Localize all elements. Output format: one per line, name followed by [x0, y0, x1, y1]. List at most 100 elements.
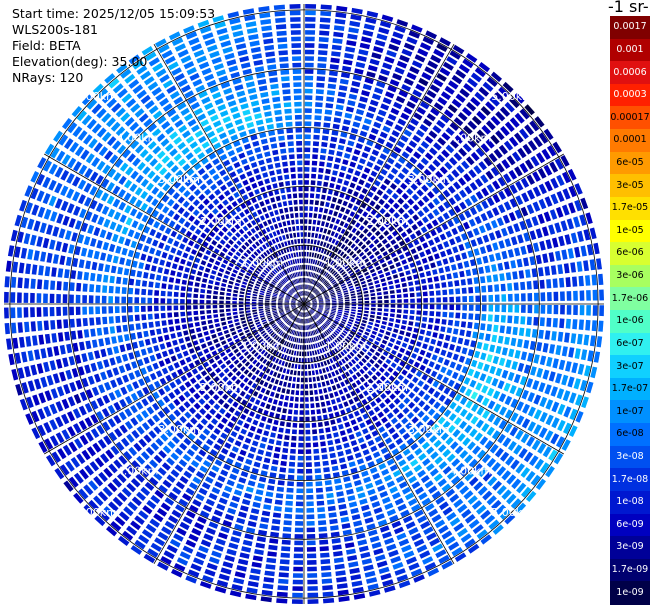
range-bin — [283, 381, 287, 387]
range-bin — [306, 291, 309, 296]
range-bin — [186, 261, 192, 267]
range-bin — [403, 299, 409, 303]
range-bin — [565, 361, 572, 372]
range-bin — [381, 321, 387, 325]
range-bin — [465, 400, 473, 409]
range-bin — [493, 91, 505, 102]
range-bin — [369, 358, 375, 365]
range-bin — [197, 213, 205, 221]
range-bin — [154, 297, 159, 304]
range-bin — [542, 253, 549, 264]
range-bin — [436, 428, 444, 437]
range-bin — [464, 210, 472, 219]
range-bin — [203, 393, 210, 401]
range-bin — [251, 299, 257, 302]
range-bin — [205, 336, 211, 341]
range-bin — [550, 177, 559, 189]
range-bin — [94, 373, 101, 383]
range-bin — [357, 136, 366, 144]
range-bin — [440, 250, 447, 258]
range-bin — [226, 204, 233, 211]
range-bin — [514, 166, 523, 177]
range-bin — [265, 344, 270, 350]
range-bin — [318, 298, 323, 300]
range-bin — [246, 289, 252, 293]
range-bin — [304, 101, 313, 107]
range-bin — [253, 272, 259, 277]
range-bin — [397, 118, 407, 126]
range-bin — [219, 351, 226, 357]
range-bin — [258, 422, 265, 428]
range-bin — [510, 398, 519, 409]
range-bin — [314, 468, 321, 474]
range-bin — [358, 361, 364, 367]
range-bin — [417, 210, 425, 218]
range-bin — [382, 531, 392, 539]
range-bin — [236, 325, 242, 330]
range-bin — [145, 446, 155, 456]
range-bin — [107, 136, 117, 146]
range-bin — [369, 314, 375, 319]
range-bin — [275, 327, 280, 332]
range-bin — [259, 310, 264, 314]
range-bin — [359, 385, 365, 391]
range-bin — [351, 227, 357, 234]
range-bin — [396, 412, 404, 420]
range-bin — [231, 345, 237, 350]
range-bin — [377, 359, 383, 365]
range-bin — [312, 306, 317, 309]
range-bin — [370, 307, 376, 311]
range-bin — [589, 259, 596, 271]
range-bin — [152, 145, 162, 155]
range-bin — [513, 92, 525, 104]
range-bin — [447, 319, 454, 326]
range-bin — [202, 254, 209, 261]
range-bin — [162, 445, 172, 454]
range-bin — [351, 382, 357, 389]
range-bin — [304, 332, 306, 337]
range-bin — [157, 179, 166, 188]
range-bin — [72, 126, 83, 138]
range-bin — [377, 300, 383, 304]
range-bin — [585, 319, 591, 331]
range-bin — [555, 373, 562, 384]
range-bin — [174, 447, 184, 456]
range-bin — [290, 343, 294, 348]
range-bin — [525, 218, 533, 229]
range-bin — [362, 334, 368, 340]
range-bin — [194, 228, 202, 235]
range-bin — [124, 179, 133, 189]
range-bin — [517, 147, 527, 159]
range-bin — [323, 271, 327, 276]
range-bin — [164, 171, 172, 180]
range-bin — [307, 592, 319, 598]
range-bin — [141, 280, 148, 287]
range-bin — [292, 323, 296, 328]
range-bin — [239, 449, 247, 456]
range-bin — [277, 480, 285, 486]
range-bin — [91, 103, 102, 115]
range-bin — [483, 157, 493, 167]
range-bin — [395, 319, 401, 324]
range-bin — [186, 371, 193, 379]
range-bin — [473, 165, 482, 175]
range-bin — [121, 247, 128, 256]
range-bin — [289, 396, 294, 402]
range-bin — [278, 400, 283, 406]
range-bin — [327, 372, 332, 379]
range-bin — [489, 443, 499, 454]
range-bin — [263, 457, 271, 464]
range-bin — [323, 122, 331, 128]
range-bin — [124, 363, 132, 372]
range-bin — [334, 348, 339, 353]
range-bin — [330, 294, 336, 297]
range-bin — [426, 446, 435, 455]
range-bin — [313, 266, 316, 271]
range-bin — [284, 334, 289, 339]
range-bin — [383, 371, 390, 378]
range-bin — [509, 426, 519, 437]
range-bin — [344, 297, 350, 300]
range-bin — [331, 371, 336, 377]
range-bin — [377, 312, 382, 316]
range-bin — [317, 422, 323, 428]
